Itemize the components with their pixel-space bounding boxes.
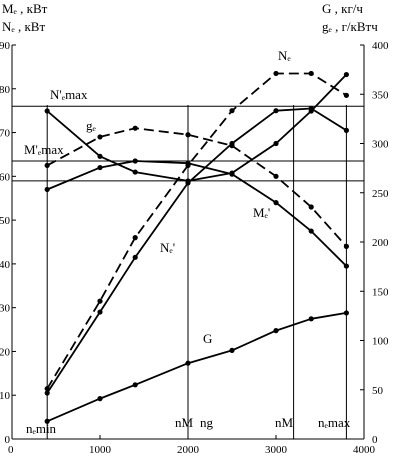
annotations: Mₑ , кВт Nₑ , кВт G , кг/ч gₑ , г/кВтч N…: [2, 1, 378, 436]
left-tick-label: 90: [0, 40, 11, 52]
series-point-1: [343, 127, 349, 133]
x-tick-label: 4000: [353, 444, 376, 456]
label-Ne-max-ref: N'ₑmax: [50, 87, 88, 102]
series-point-5: [273, 328, 279, 334]
left-tick-label: 70: [0, 128, 11, 140]
series-point-2: [97, 134, 103, 140]
series-point-2: [308, 204, 314, 210]
left-tick-label: 20: [0, 346, 11, 358]
series-point-5: [132, 382, 138, 388]
right-tick-label: 350: [372, 89, 389, 101]
label-n-M-2: nM: [275, 415, 294, 430]
series-line-4: [46, 73, 348, 182]
right-tick-label: 50: [372, 385, 384, 397]
label-G: G: [203, 331, 212, 346]
series-line-0: [46, 72, 347, 390]
series-point-3: [343, 263, 349, 269]
right-tick-label: 0: [372, 434, 378, 446]
series-lines: [44, 70, 349, 424]
series-point-2: [132, 125, 138, 131]
right-tick-label: 150: [372, 286, 389, 298]
left-tick-label: 80: [0, 84, 11, 96]
left-tick-label: 50: [0, 215, 11, 227]
series-point-1: [273, 108, 279, 114]
axis-ticks: 0 10 20 30 40 50 60 70 80 90 0 50 100 150 200 250 300 350…: [0, 40, 389, 456]
series-point-1: [132, 254, 138, 260]
series-point-4: [132, 169, 138, 175]
left-tick-label: 60: [0, 171, 11, 183]
x-tick-label: 3000: [265, 444, 288, 456]
label-n-e-max: nₑmax: [318, 415, 351, 430]
series-point-3: [44, 186, 50, 193]
series-point-1: [97, 309, 103, 315]
series-point-5: [229, 347, 235, 353]
series-point-4: [273, 140, 279, 147]
series-line-2: [46, 127, 348, 247]
label-n-e-min: nₑmin: [26, 421, 57, 436]
right-tick-label: 200: [372, 237, 389, 249]
left-tick-label: 40: [0, 259, 11, 271]
left-tick-label: 30: [0, 303, 11, 315]
series-point-3: [185, 160, 191, 166]
series-point-2: [44, 162, 50, 168]
series-point-5: [343, 310, 349, 316]
right-tick-label: 250: [372, 188, 389, 200]
series-point-0: [273, 70, 279, 77]
series-point-5: [97, 396, 103, 402]
series-point-2: [185, 132, 191, 138]
x-tick-label: 0: [8, 444, 14, 456]
label-Me-prime: Mₑ': [253, 205, 270, 220]
series-point-2: [229, 143, 235, 149]
series-point-1: [44, 390, 50, 396]
series-point-0: [97, 298, 103, 304]
series-point-5: [44, 418, 50, 424]
right-tick-label: 100: [372, 336, 389, 348]
right-tick-label: 400: [372, 40, 389, 52]
left-axis-title-line-1: Mₑ , кВт: [2, 1, 48, 16]
series-point-2: [343, 243, 349, 249]
label-Ne-prime: Nₑ': [160, 240, 175, 255]
right-tick-label: 300: [372, 139, 389, 151]
label-Ne-dashed: Nₑ: [278, 48, 291, 63]
series-point-4: [308, 108, 314, 114]
series-line-5: [46, 312, 347, 423]
left-tick-label: 0: [5, 434, 11, 446]
label-Me-max-ref: M'ₑmax: [24, 142, 64, 157]
label-n-g: ng: [200, 415, 214, 430]
series-point-4: [97, 153, 103, 159]
label-n-M-1: nM: [175, 415, 194, 430]
right-axis-title-line-1: G , кг/ч: [322, 1, 363, 16]
series-point-5: [185, 360, 191, 366]
series-point-0: [229, 108, 235, 114]
label-ge: gₑ: [86, 118, 97, 133]
series-point-4: [44, 108, 50, 114]
series-point-3: [132, 158, 138, 164]
left-tick-label: 10: [0, 390, 11, 402]
series-point-4: [185, 178, 191, 184]
series-point-0: [132, 235, 138, 241]
right-axis-title-line-2: gₑ , г/кВтч: [322, 19, 378, 34]
x-tick-label: 2000: [177, 444, 200, 456]
series-point-0: [308, 70, 314, 77]
series-line-3: [46, 160, 348, 267]
series-point-4: [229, 170, 235, 176]
series-point-4: [343, 71, 349, 78]
series-point-2: [273, 173, 279, 179]
left-axis-title-line-2: Nₑ , кВт: [2, 19, 45, 34]
series-point-3: [308, 228, 314, 234]
series-point-3: [273, 200, 279, 206]
series-point-0: [343, 92, 349, 98]
x-tick-label: 1000: [89, 444, 112, 456]
series-point-5: [308, 316, 314, 322]
series-point-3: [97, 164, 103, 171]
series-line-1: [46, 107, 347, 394]
